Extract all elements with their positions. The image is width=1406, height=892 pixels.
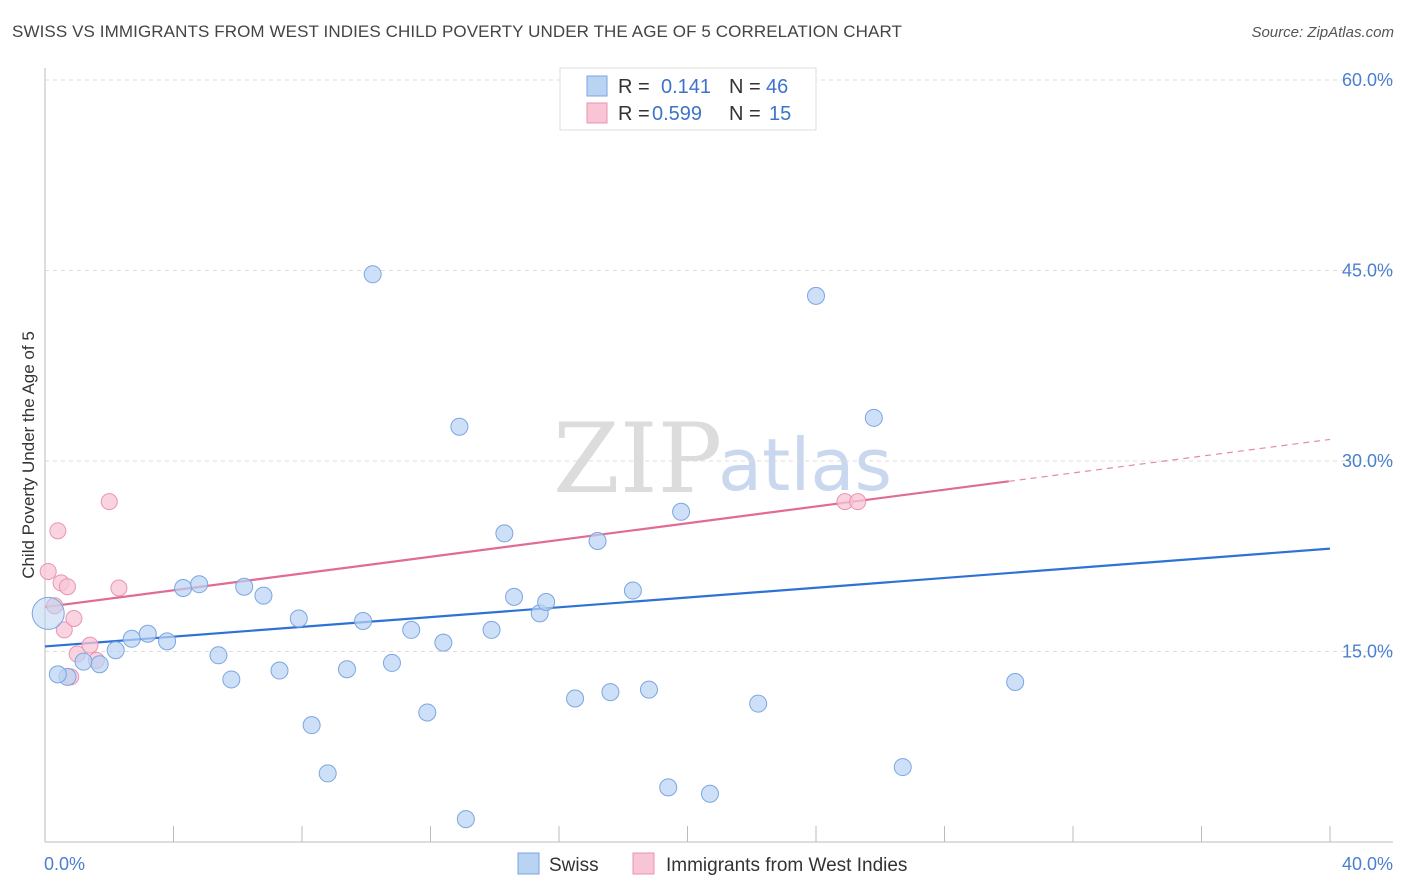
swiss-point [434,633,453,652]
data-points [31,265,1025,829]
y-tick-label-30: 30.0% [1342,451,1393,471]
swiss-point [235,577,254,596]
swiss-point [700,784,719,803]
west-indies-point [39,562,57,580]
swiss-point [158,632,177,651]
swiss-point [318,764,337,783]
swiss-point [505,587,524,606]
swiss-series-swatch [517,852,540,875]
west-indies-r-label: R = [618,103,650,125]
swiss-series-label: Swiss [549,855,599,876]
chart-title: SWISS VS IMMIGRANTS FROM WEST INDIES CHI… [12,22,902,41]
swiss-point [672,502,691,521]
swiss-point [382,653,401,672]
swiss-point [289,609,308,628]
swiss-r-label: R = [618,76,650,98]
west-indies-point [55,621,73,639]
swiss-point [566,689,585,708]
swiss-point [354,612,373,631]
west-indies-point [100,493,118,511]
y-tick-label-15: 15.0% [1342,642,1393,662]
west-indies-n-label: N = [729,103,761,125]
swiss-point [1006,672,1025,691]
swiss-point [623,581,642,600]
swiss-point [31,596,65,630]
swiss-point [48,665,67,684]
swiss-point [363,265,382,284]
swiss-trend-line [44,547,1331,648]
gridlines [45,79,1393,652]
west-indies-point [81,636,99,654]
source-credit: Source: ZipAtlas.com [1251,24,1394,41]
west-indies-point [110,579,128,597]
swiss-point [418,703,437,722]
west-indies-legend-swatch [586,102,608,124]
west-indies-point [49,522,67,540]
watermark-zip: ZIP [553,403,722,515]
swiss-point [270,661,289,680]
swiss-point [337,660,356,679]
swiss-point [402,620,421,639]
swiss-point [639,680,658,699]
axes [44,68,1393,843]
west-indies-point [849,493,867,511]
y-tick-label-45: 45.0% [1342,261,1393,281]
swiss-point [222,670,241,689]
swiss-legend-swatch [586,75,608,97]
swiss-point [74,652,93,671]
watermark-atlas: atlas [718,423,892,507]
x-tick-label-max: 40.0% [1342,854,1393,874]
swiss-point [495,524,514,543]
swiss-point [537,592,556,611]
series-legend: Swiss Immigrants from West Indies [517,852,907,876]
swiss-r-value: 0.141 [661,76,711,98]
swiss-point [450,417,469,436]
swiss-point [456,810,475,829]
swiss-point [482,620,501,639]
west-indies-r-value: 0.599 [652,103,702,125]
west-indies-point [65,609,83,627]
y-tick-labels: 15.0% 30.0% 45.0% 60.0% [1342,70,1393,662]
y-tick-label-60: 60.0% [1342,70,1393,90]
swiss-point [209,646,228,665]
x-tick-label-min: 0.0% [44,854,85,874]
swiss-point [601,683,620,702]
west-indies-trend-extension [1008,438,1331,482]
swiss-point [864,408,883,427]
swiss-point [174,579,193,597]
swiss-point [659,778,678,797]
swiss-point [138,624,157,643]
west-indies-series-swatch [632,852,655,875]
swiss-point [106,641,125,660]
west-indies-series-label: Immigrants from West Indies [666,855,907,876]
swiss-point [302,716,321,735]
stats-legend: R = 0.141 N = 46 R = 0.599 N = 15 [559,67,817,131]
swiss-point [749,694,768,713]
west-indies-point [58,578,76,596]
swiss-n-label: N = [729,76,761,98]
swiss-point [588,532,607,551]
swiss-point [807,286,825,305]
swiss-point [893,758,912,777]
swiss-point [122,629,141,648]
swiss-point [254,586,273,605]
swiss-n-value: 46 [766,76,788,98]
y-axis-label: Child Poverty Under the Age of 5 [19,331,38,579]
swiss-point [90,655,109,674]
swiss-point [190,575,209,594]
west-indies-n-value: 15 [769,103,791,125]
